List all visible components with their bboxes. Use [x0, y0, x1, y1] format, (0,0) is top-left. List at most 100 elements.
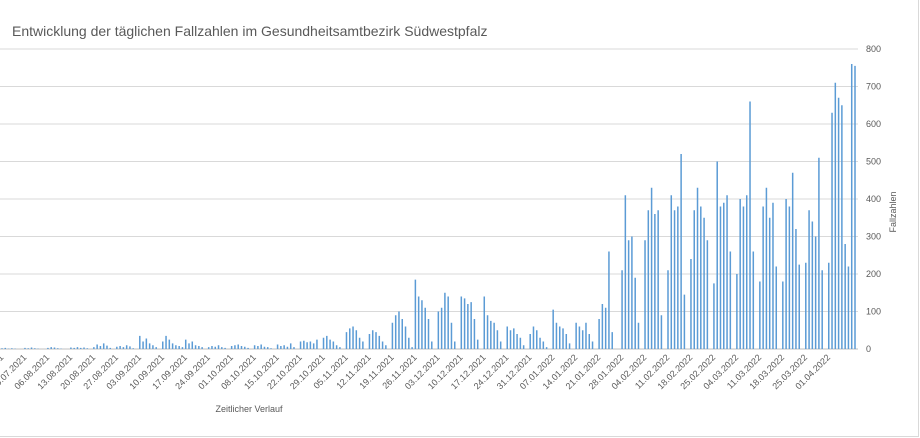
bar — [834, 82, 837, 349]
bar — [378, 335, 381, 350]
bar — [299, 341, 302, 349]
gridlines — [0, 48, 858, 350]
bar — [713, 283, 715, 350]
bar — [513, 328, 515, 350]
bar — [53, 347, 56, 349]
bar — [539, 337, 541, 349]
bar — [414, 279, 417, 350]
bar — [677, 206, 679, 349]
bar — [73, 347, 75, 350]
bar — [102, 343, 105, 350]
bar — [814, 236, 817, 349]
bar — [506, 326, 508, 349]
bar — [188, 343, 190, 350]
bar — [454, 341, 456, 349]
bar — [11, 348, 13, 349]
bar — [194, 345, 197, 349]
bar — [667, 270, 669, 349]
bar — [624, 195, 627, 349]
bar — [234, 345, 236, 349]
bar — [568, 343, 571, 350]
bar — [280, 346, 282, 349]
bar — [621, 270, 623, 349]
bars — [1, 64, 856, 350]
bar — [352, 326, 354, 349]
bar — [706, 240, 709, 349]
bar — [476, 339, 479, 350]
y-tick-label: 600 — [866, 119, 881, 129]
bar — [207, 347, 210, 350]
y-tick-label: 700 — [866, 82, 881, 92]
bar — [93, 347, 95, 350]
bar — [581, 330, 584, 349]
bar — [129, 346, 131, 350]
bar — [306, 342, 308, 349]
bar — [312, 343, 315, 350]
bar — [96, 344, 98, 349]
bar — [726, 195, 728, 349]
bar — [496, 330, 499, 349]
y-tick-label: 300 — [866, 232, 881, 242]
y-tick-label: 400 — [866, 194, 881, 204]
bar — [408, 337, 410, 349]
bar — [854, 65, 856, 350]
bar — [332, 341, 335, 349]
y-axis-label: Fallzahlen — [888, 191, 898, 232]
bar — [24, 347, 26, 350]
bar — [371, 330, 374, 349]
bar — [237, 344, 239, 349]
bar — [1, 348, 3, 349]
bar — [460, 296, 463, 349]
bar — [637, 322, 640, 349]
bar — [647, 210, 650, 349]
bar — [368, 334, 371, 349]
bar — [79, 347, 82, 350]
bar — [811, 221, 814, 349]
bar — [263, 346, 266, 349]
bar — [34, 348, 36, 349]
bar — [723, 202, 725, 349]
bar — [427, 319, 430, 349]
bar — [532, 326, 535, 349]
bar — [345, 332, 348, 350]
bar — [257, 346, 259, 349]
bar — [486, 315, 489, 349]
bar — [57, 348, 59, 349]
bar — [529, 334, 531, 349]
bar — [611, 332, 613, 350]
bar — [191, 341, 194, 349]
bar — [326, 335, 328, 350]
bar — [762, 206, 764, 349]
bar — [627, 240, 630, 349]
bar — [125, 345, 128, 349]
bar — [339, 347, 341, 350]
bar — [703, 217, 705, 349]
bar — [680, 154, 682, 349]
bar — [499, 341, 502, 349]
bar — [178, 346, 180, 349]
bar — [86, 348, 89, 349]
bar — [224, 347, 226, 350]
bar — [145, 338, 148, 349]
bar — [270, 348, 272, 349]
bar — [139, 335, 141, 350]
bar — [483, 296, 486, 349]
bar — [253, 345, 256, 349]
bar — [562, 328, 564, 350]
bar — [634, 277, 636, 349]
bar — [47, 347, 49, 350]
bar — [598, 319, 600, 349]
bar — [604, 307, 607, 349]
bar — [27, 348, 29, 349]
bar — [76, 347, 79, 350]
bar — [155, 347, 157, 350]
bar — [132, 348, 134, 349]
bar — [765, 187, 768, 349]
bar — [585, 322, 587, 349]
bar — [381, 341, 384, 349]
x-tick-labels: 23.07.202130.07.202106.08.202113.08.2021… — [0, 352, 832, 391]
bar — [289, 343, 292, 350]
bar — [230, 346, 233, 349]
bar — [463, 298, 466, 350]
